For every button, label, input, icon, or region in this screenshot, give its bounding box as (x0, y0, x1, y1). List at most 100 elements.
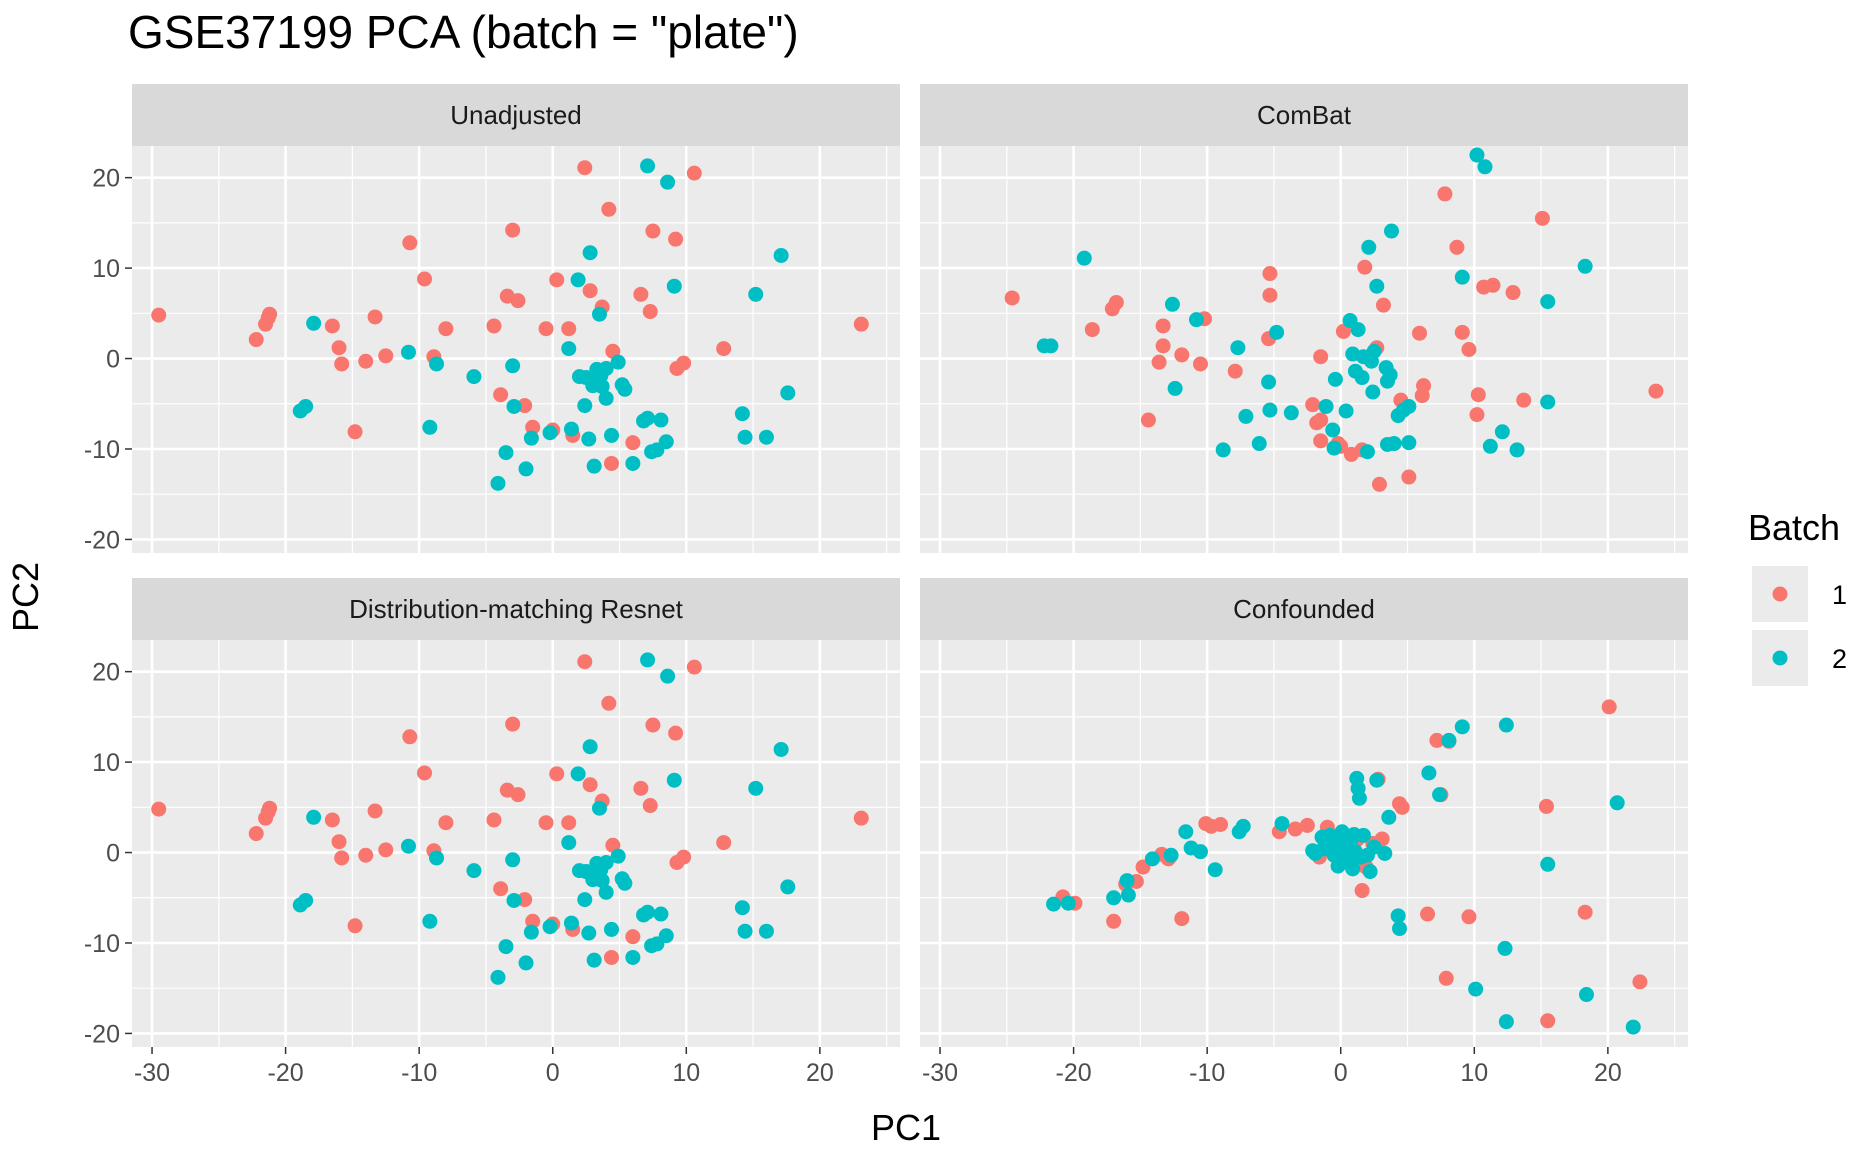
data-point (570, 272, 586, 288)
data-point (1382, 367, 1398, 383)
x-tick-label: -30 (134, 1059, 170, 1087)
data-point (378, 348, 394, 364)
data-point (1155, 318, 1171, 334)
data-point (402, 729, 418, 745)
data-point (1540, 294, 1556, 310)
data-point (1164, 296, 1180, 312)
legend: Batch 1 2 (1748, 507, 1847, 686)
data-point (1632, 974, 1648, 990)
data-point (591, 306, 607, 322)
data-point (1299, 817, 1315, 833)
data-point (334, 850, 350, 866)
data-point (640, 158, 656, 174)
data-point (422, 419, 438, 435)
series-batch-2 (1046, 717, 1641, 1035)
data-point (490, 475, 506, 491)
data-point (1432, 787, 1448, 803)
data-point (1438, 970, 1454, 986)
data-point (758, 429, 774, 445)
data-point (1401, 435, 1417, 451)
data-point (598, 854, 614, 870)
data-point (668, 725, 684, 741)
data-point (603, 949, 619, 965)
data-point (591, 800, 607, 816)
data-point (1174, 347, 1190, 363)
data-point (1207, 862, 1223, 878)
data-point (1375, 297, 1391, 313)
data-point (758, 923, 774, 939)
data-point (331, 340, 347, 356)
data-point (429, 850, 445, 866)
data-point (506, 892, 522, 908)
data-point (518, 955, 534, 971)
legend-label: 2 (1832, 644, 1847, 674)
data-point (1454, 324, 1470, 340)
x-axis-title: PC1 (871, 1107, 941, 1148)
data-point (1174, 911, 1190, 927)
data-point (676, 849, 692, 865)
data-point (400, 344, 416, 360)
data-point (1498, 1014, 1514, 1030)
data-point (1313, 433, 1329, 449)
data-point (324, 318, 340, 334)
data-point (668, 231, 684, 247)
data-point (1359, 444, 1375, 460)
data-point (653, 412, 669, 428)
y-tick-label: -20 (84, 526, 120, 554)
data-point (658, 928, 674, 944)
data-point (1441, 732, 1457, 748)
data-point (658, 434, 674, 450)
data-point (1215, 442, 1231, 458)
data-point (1351, 790, 1367, 806)
data-point (660, 668, 676, 684)
data-point (780, 385, 796, 401)
data-point (1609, 795, 1625, 811)
data-point (640, 904, 656, 920)
data-point (563, 421, 579, 437)
data-point (505, 852, 521, 868)
data-point (1106, 890, 1122, 906)
data-point (1287, 821, 1303, 837)
data-point (498, 939, 514, 955)
y-tick-label: 0 (106, 346, 120, 374)
data-point (1429, 732, 1445, 748)
facet-strip (920, 578, 1688, 640)
x-tick-label: 20 (1594, 1059, 1622, 1087)
data-point (594, 379, 610, 395)
data-point (734, 900, 750, 916)
data-point (542, 919, 558, 935)
data-point (1469, 407, 1485, 423)
data-point (1377, 845, 1393, 861)
data-point (510, 293, 526, 309)
data-point (598, 360, 614, 376)
facet-strip (132, 578, 900, 640)
data-point (640, 410, 656, 426)
data-point (1421, 765, 1437, 781)
data-point (1477, 159, 1493, 175)
data-point (1381, 809, 1397, 825)
data-point (603, 921, 619, 937)
data-point (1454, 719, 1470, 735)
data-point (1361, 239, 1377, 255)
data-point (601, 695, 617, 711)
data-point (561, 321, 577, 337)
data-point (1163, 847, 1179, 863)
y-tick-label: 20 (92, 165, 120, 193)
data-point (151, 307, 167, 323)
data-point (1540, 394, 1556, 410)
data-point (633, 780, 649, 796)
data-point (1313, 412, 1329, 428)
data-point (853, 810, 869, 826)
data-point (1534, 210, 1550, 226)
data-point (716, 835, 732, 851)
data-point (505, 716, 521, 732)
data-point (1469, 147, 1485, 163)
data-point (1345, 861, 1361, 877)
data-point (466, 369, 482, 385)
data-point (1449, 239, 1465, 255)
data-point (625, 435, 641, 451)
data-point (1390, 908, 1406, 924)
data-point (262, 306, 278, 322)
data-point (1106, 913, 1122, 929)
data-point (493, 387, 509, 403)
